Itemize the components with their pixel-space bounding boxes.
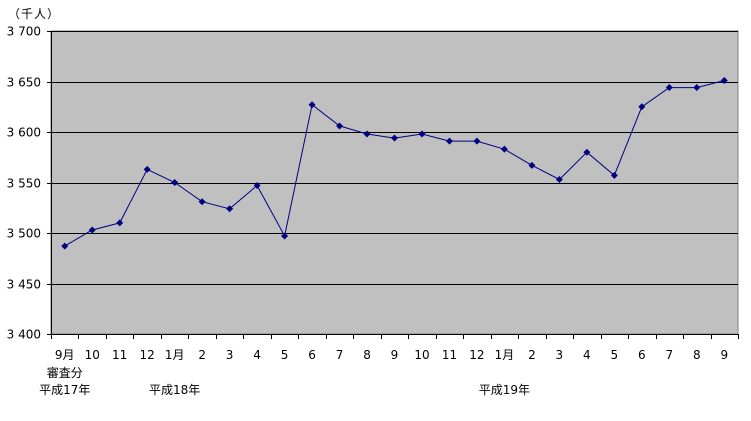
x-tick-label: 8 bbox=[363, 348, 371, 362]
x-tick-label: 9 bbox=[720, 348, 728, 362]
data-point bbox=[88, 226, 96, 234]
data-point bbox=[171, 179, 179, 186]
y-tick-label: 3 700 bbox=[7, 25, 41, 39]
data-point bbox=[363, 130, 371, 138]
data-point bbox=[61, 242, 69, 250]
y-tick-label: 3 450 bbox=[7, 278, 41, 292]
x-group-label: 平成18年 bbox=[149, 383, 200, 397]
data-point bbox=[473, 137, 481, 145]
data-point bbox=[253, 182, 261, 190]
x-tick-label: 11 bbox=[442, 348, 457, 362]
data-point bbox=[500, 145, 508, 153]
data-point bbox=[308, 101, 316, 109]
data-point bbox=[638, 103, 646, 111]
x-tick-label: 5 bbox=[611, 348, 619, 362]
x-tick-label: 6 bbox=[638, 348, 646, 362]
x-tick-label: 8 bbox=[693, 348, 701, 362]
x-group-label: 平成17年 bbox=[39, 383, 90, 397]
data-point bbox=[336, 122, 344, 130]
data-point bbox=[665, 84, 673, 92]
y-tick-labels: 3 400 3 450 3 500 3 550 3 600 3 650 3 700 bbox=[7, 25, 41, 342]
x-tick-label: 11 bbox=[112, 348, 127, 362]
x-tick-label: 7 bbox=[336, 348, 344, 362]
x-tick-label: 9 bbox=[391, 348, 399, 362]
axes bbox=[47, 31, 739, 339]
x-tick-label: 4 bbox=[583, 348, 591, 362]
data-point bbox=[391, 134, 398, 142]
plot-area bbox=[50, 30, 739, 335]
x-tick-label: 5 bbox=[281, 348, 289, 362]
data-point bbox=[226, 205, 234, 213]
y-tick-label: 3 550 bbox=[7, 177, 41, 191]
data-point bbox=[693, 84, 701, 92]
series bbox=[61, 76, 728, 250]
data-point bbox=[555, 175, 563, 183]
data-point bbox=[445, 137, 453, 145]
x-tick-label: 1月 bbox=[165, 348, 185, 362]
x-group-label: 平成19年 bbox=[479, 383, 530, 397]
y-tick-label: 3 400 bbox=[7, 328, 41, 342]
x-tick-label: 4 bbox=[253, 348, 261, 362]
x-tick-label: 3 bbox=[556, 348, 564, 362]
x-extra-label: 審査分 bbox=[47, 365, 83, 380]
data-point bbox=[198, 198, 206, 206]
gridlines bbox=[51, 31, 738, 285]
data-point bbox=[418, 130, 426, 138]
x-tick-label: 10 bbox=[85, 348, 100, 362]
y-tick-label: 3 500 bbox=[7, 227, 41, 241]
y-tick-label: 3 600 bbox=[7, 126, 41, 140]
data-point bbox=[281, 232, 289, 240]
data-point bbox=[610, 171, 618, 179]
data-point bbox=[583, 148, 591, 156]
data-point bbox=[720, 76, 728, 84]
x-tick-label: 12 bbox=[469, 348, 484, 362]
x-tick-label: 12 bbox=[140, 348, 155, 362]
y-tick-label: 3 650 bbox=[7, 76, 41, 90]
x-tick-label: 7 bbox=[665, 348, 673, 362]
x-tick-label: 1月 bbox=[495, 348, 515, 362]
x-tick-labels: 9月 10 11 12 1月 2 3 4 5 6 7 8 9 10 11 12 1月 2 3 4 5 6 7 8 9 審査分平成1… bbox=[39, 348, 728, 397]
x-tick-label: 10 bbox=[414, 348, 429, 362]
data-point bbox=[143, 165, 151, 173]
x-tick-label: 2 bbox=[198, 348, 206, 362]
x-tick-label: 3 bbox=[226, 348, 234, 362]
x-tick-label: 6 bbox=[308, 348, 316, 362]
x-tick-label: 9月 bbox=[55, 348, 75, 362]
data-point bbox=[528, 161, 536, 169]
data-point bbox=[116, 219, 124, 227]
y-unit-label: （千人） bbox=[8, 7, 61, 21]
x-tick-label: 2 bbox=[528, 348, 536, 362]
